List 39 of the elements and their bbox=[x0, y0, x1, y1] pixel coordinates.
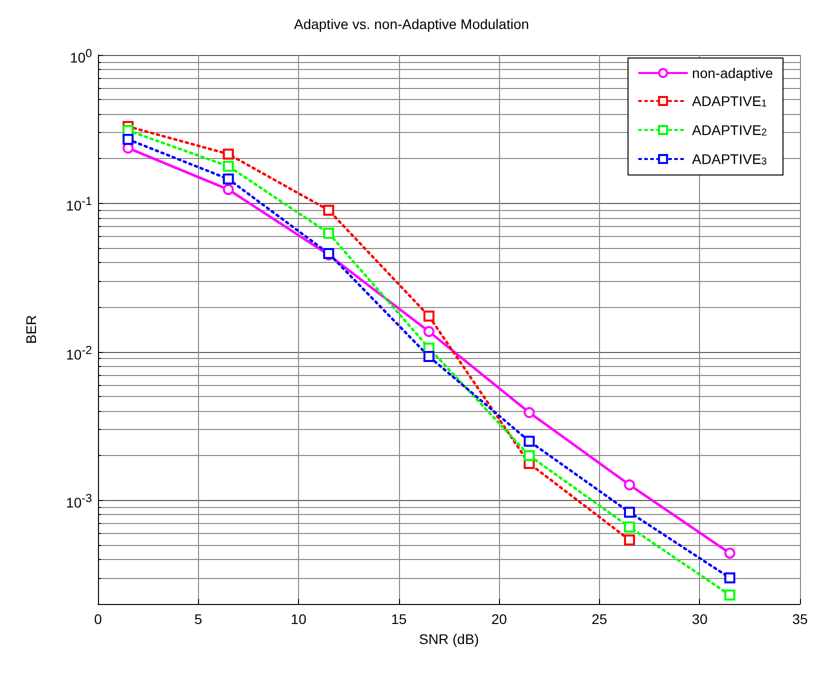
point bbox=[423, 326, 434, 338]
point bbox=[724, 572, 736, 584]
legend-label: ADAPTIVE1 bbox=[692, 93, 768, 110]
legend-label: non-adaptive bbox=[692, 65, 774, 81]
x-axis-title: SNR (dB) bbox=[419, 631, 479, 647]
point bbox=[624, 479, 636, 490]
point bbox=[624, 522, 636, 533]
x-tick-label: 0 bbox=[94, 611, 102, 627]
x-tick-label: 20 bbox=[491, 611, 508, 627]
point bbox=[423, 351, 434, 362]
x-tick-label: 25 bbox=[592, 611, 608, 627]
x-tick-label: 35 bbox=[792, 611, 808, 627]
point bbox=[724, 548, 736, 559]
y-tick-label: 10$^{-1}$ bbox=[66, 194, 92, 216]
point bbox=[423, 310, 434, 322]
point bbox=[624, 534, 636, 546]
chart-title: Adaptive vs. non-Adaptive Modulation bbox=[294, 16, 530, 32]
legend-label: ADAPTIVE2 bbox=[692, 122, 768, 138]
point bbox=[222, 174, 234, 185]
point bbox=[624, 506, 636, 518]
y-axis-title: BER bbox=[23, 315, 39, 344]
y-tick-label: 10$^{0}$ bbox=[70, 46, 92, 67]
point bbox=[323, 204, 334, 216]
point bbox=[122, 134, 134, 145]
point bbox=[222, 148, 234, 160]
x-tick-label: 15 bbox=[391, 611, 407, 627]
y-tick-label: 10$^{-2}$ bbox=[66, 342, 92, 364]
point bbox=[524, 450, 535, 462]
point bbox=[323, 228, 334, 239]
point bbox=[724, 589, 736, 600]
point bbox=[524, 407, 535, 418]
x-tick-label: 30 bbox=[692, 611, 708, 627]
y-tick-label: 10$^{-3}$ bbox=[66, 491, 92, 512]
x-tick-label: 5 bbox=[194, 611, 202, 627]
x-tick-label: 10 bbox=[290, 611, 307, 627]
point bbox=[222, 160, 234, 172]
point bbox=[222, 184, 234, 196]
legend-label: ADAPTIVE3 bbox=[692, 151, 768, 168]
point bbox=[524, 436, 535, 447]
